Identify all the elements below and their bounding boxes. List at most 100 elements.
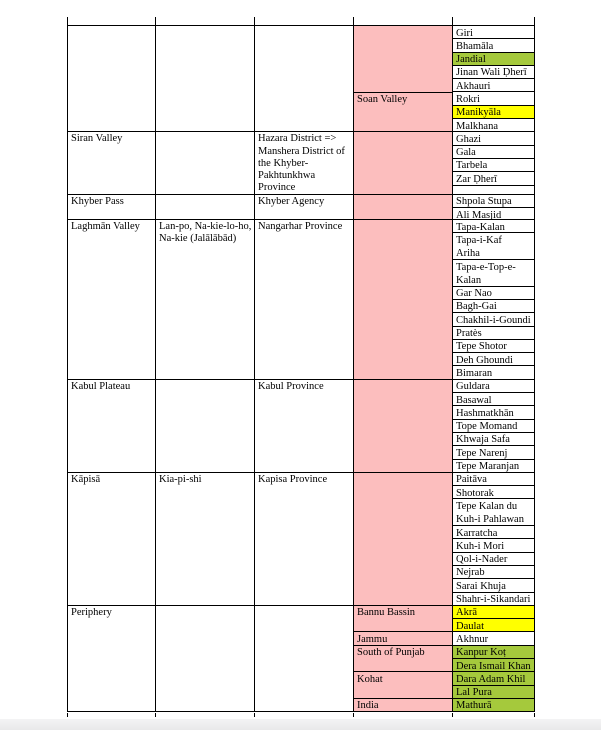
site-cell: Guldara [453,379,535,394]
site-cell: Rokri [453,92,535,106]
site-cell: Tarbela [453,158,535,173]
site-cell: Sarai Khuja [453,579,535,593]
subregion-cell: South of Punjab [354,645,453,673]
subregion-cell: Kohat [354,672,453,699]
table-section-row: Soan Valley Giri Bhamāla Jandial Jinan Wali … [68,26,535,133]
local-names-cell [156,26,255,133]
site-cell: Zar Ḍherī [453,172,535,186]
site-cell: Tapa-e-Top-e- Kalan [453,260,535,287]
cutoff-row-border-stub [452,713,453,717]
subregion-cell: India [354,698,453,713]
site-cell: Dara Adam Khil [453,672,535,686]
site-cell: Tepe Narenj [453,446,535,460]
site-cell: Jandial [453,52,535,66]
site-cell: Gala [453,145,535,159]
subregion-cell-column [354,194,453,221]
region-cell: Laghmān Valley [68,220,156,380]
region-cell: Khyber Pass [68,194,156,221]
site-cell: Akhauri [453,79,535,93]
cutoff-row-border-stub [534,17,535,25]
site-cell: Khwaja Safa [453,432,535,447]
sites-table: Soan Valley Giri Bhamāla Jandial Jinan Wali … [67,25,535,713]
subregion-cell-column [354,220,453,380]
site-cell: Tepe Kalan du Kuh-i Pahlawan [453,499,535,527]
subregion-cell [354,220,453,380]
local-names-cell [156,194,255,221]
site-cell: Ghazi [453,132,535,146]
region-cell: Kabul Plateau [68,379,156,473]
subregion-cell-column: Soan Valley [354,26,453,133]
subregion-cell: Soan Valley [354,92,453,133]
subregion-cell-column: Bannu Bassin Jammu South of Punjab Kohat Ind… [354,605,453,713]
site-cell [453,185,535,195]
subregion-cell-column [354,132,453,195]
site-cell: Bhamāla [453,39,535,53]
local-names-cell [156,605,255,713]
province-cell: Hazara District => Manshera District of … [255,132,354,195]
table-section-row: Periphery Bannu Bassin Jammu South of Punja… [68,605,535,713]
table-section-row: Siran Valley Hazara District => Manshera … [68,132,535,195]
cutoff-row-border-stub [67,17,68,25]
local-names-cell [156,132,255,195]
site-cell-column: Ghazi Gala Tarbela Zar Ḍherī [453,132,535,195]
subregion-cell [354,26,453,93]
local-names-cell [156,379,255,473]
cutoff-row-border-stub [254,713,255,717]
site-cell: Tepe Maranjan [453,459,535,473]
site-cell: Tapa-i-Kaf Ariha [453,233,535,261]
site-cell: Bagh-Gai [453,299,535,314]
site-cell: Tepe Shotor [453,339,535,354]
site-cell-column: Akrā Daulat Akhnur Kanpur Koṭ Dera Ismail Kh… [453,605,535,713]
region-cell: Periphery [68,605,156,713]
subregion-cell [354,379,453,473]
subregion-cell [354,132,453,195]
site-cell: Jinan Wali Ḍherī [453,65,535,80]
site-cell: Malkhana [453,119,535,133]
site-cell: Tope Momand [453,419,535,433]
site-cell: Akhnur [453,632,535,646]
site-cell: Daulat [453,619,535,633]
site-cell: Kanpur Koṭ [453,645,535,660]
subregion-cell-column [354,379,453,473]
subregion-cell: Jammu [354,632,453,646]
site-cell: Shotorak [453,486,535,500]
cutoff-row-border-stub [155,17,156,25]
site-cell-column: Shpola Stupa Ali Masjid [453,194,535,221]
site-cell: Shpola Stupa [453,194,535,209]
site-cell: Bimaran [453,366,535,380]
site-cell: Manikyāla [453,105,535,120]
cutoff-row-border-stub [452,17,453,25]
subregion-cell [354,472,453,606]
table-section-row: Kabul Plateau Kabul Province Guldara Basawa… [68,379,535,473]
site-cell-column: Paitāva Shotorak Tepe Kalan du Kuh-i Pahla… [453,472,535,606]
cutoff-row-border-stub [353,17,354,25]
site-cell: Paitāva [453,472,535,487]
site-cell: Chakhil-i-Goundi [453,313,535,327]
site-cell: Shahr-i-Sikandari [453,592,535,606]
site-cell: Dera Ismail Khan [453,659,535,673]
site-cell: Deh Ghoundi [453,353,535,367]
site-cell: Nejrab [453,565,535,580]
site-cell: Qol-i-Nader [453,552,535,566]
site-cell: Mathurā [453,698,535,713]
site-cell-column: Tapa-Kalan Tapa-i-Kaf Ariha Tapa-e-Top-e- … [453,220,535,380]
subregion-cell [354,194,453,221]
site-cell: Lal Pura [453,685,535,699]
local-names-cell: Kia-pi-shi [156,472,255,606]
cutoff-row-border-stub [534,713,535,717]
province-cell: Kabul Province [255,379,354,473]
site-cell: Basawal [453,393,535,407]
cutoff-row-border-stub [155,713,156,717]
region-cell: Siran Valley [68,132,156,195]
site-cell: Giri [453,26,535,40]
province-cell [255,26,354,133]
site-cell: Ali Masjid [453,208,535,221]
province-cell: Kapisa Province [255,472,354,606]
site-cell: Tapa-Kalan [453,220,535,234]
table-section-row: Laghmān Valley Lan-po, Na-kie-lo-ho, Na-k… [68,220,535,380]
province-cell: Khyber Agency [255,194,354,221]
region-cell [68,26,156,133]
cutoff-row-border-stub [254,17,255,25]
cutoff-row-border-stub [353,713,354,717]
